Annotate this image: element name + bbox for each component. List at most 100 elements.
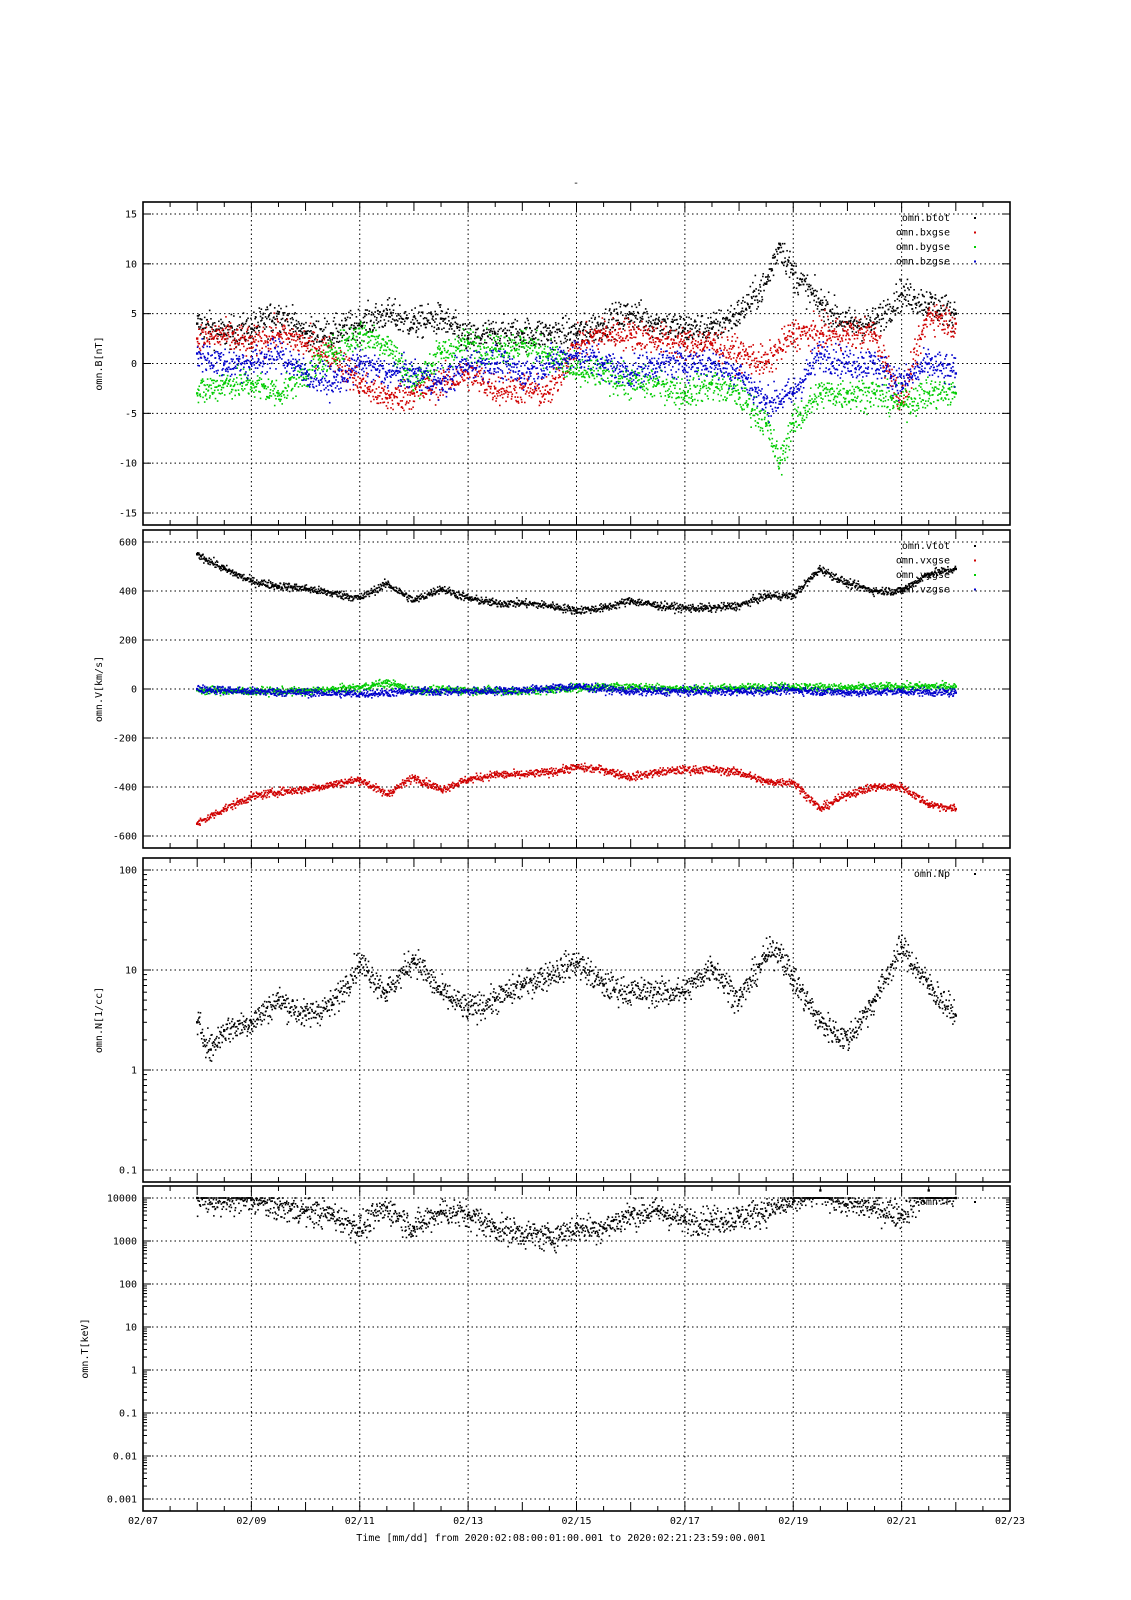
data-point [733, 308, 736, 310]
data-point [258, 332, 261, 334]
data-point [600, 322, 602, 325]
data-point [249, 336, 252, 338]
data-point [298, 376, 301, 379]
data-point [865, 318, 868, 320]
data-point [514, 336, 516, 339]
data-point [685, 359, 687, 361]
data-point [418, 397, 421, 400]
data-point [434, 404, 437, 406]
data-point [684, 349, 687, 351]
data-point [750, 296, 753, 298]
data-point [350, 343, 352, 346]
data-point [608, 318, 610, 321]
data-point [689, 334, 692, 336]
data-point [429, 322, 431, 325]
data-point [424, 361, 427, 364]
data-point [761, 366, 763, 369]
data-point [941, 317, 943, 319]
data-point [832, 320, 834, 322]
data-point [341, 340, 343, 342]
data-point [656, 337, 658, 339]
data-point [875, 317, 877, 319]
data-point [299, 324, 302, 327]
data-point [704, 337, 707, 339]
data-point [748, 346, 750, 348]
data-point [542, 367, 545, 370]
data-point [363, 389, 365, 392]
data-point [286, 314, 289, 316]
data-point [369, 339, 372, 342]
data-point [506, 386, 508, 389]
data-point [920, 303, 923, 306]
data-point [646, 388, 649, 391]
data-point [651, 330, 654, 333]
data-point [244, 322, 247, 325]
data-point [476, 337, 478, 339]
data-point [752, 295, 755, 298]
y-axis-label: omn.B[nT] [94, 336, 105, 390]
data-point [240, 342, 243, 345]
data-point [526, 334, 529, 336]
data-point [314, 364, 317, 367]
data-point [614, 387, 617, 390]
data-point [439, 306, 441, 308]
data-point [351, 377, 354, 379]
data-point [756, 299, 759, 301]
data-point [764, 353, 766, 356]
data-point [250, 382, 253, 385]
data-point [382, 310, 385, 313]
data-point [825, 299, 827, 302]
data-point [636, 326, 638, 328]
data-point [847, 322, 850, 325]
data-point [775, 248, 777, 251]
data-point [428, 312, 430, 314]
data-point [682, 326, 685, 329]
data-point [303, 330, 306, 332]
data-point [797, 327, 800, 330]
data-point [829, 322, 832, 324]
data-point [840, 337, 843, 339]
data-point [732, 344, 735, 347]
data-point [386, 309, 389, 311]
data-point [662, 382, 665, 385]
data-point [309, 335, 311, 337]
data-point [635, 306, 638, 309]
data-point [466, 377, 469, 379]
data-point [311, 336, 313, 338]
data-point [632, 322, 634, 324]
data-point [787, 345, 790, 347]
data-point [255, 383, 258, 386]
data-point [737, 355, 740, 357]
data-point [274, 336, 276, 339]
data-point [627, 393, 629, 395]
data-point [605, 380, 607, 383]
data-point [727, 351, 730, 354]
data-point [778, 242, 781, 246]
data-point [682, 317, 685, 320]
data-point [607, 335, 609, 338]
data-point [472, 367, 474, 369]
data-point [702, 385, 705, 388]
data-point [381, 398, 384, 400]
data-point [496, 395, 499, 397]
data-point [669, 392, 671, 395]
data-point [295, 378, 298, 380]
data-point [787, 324, 790, 327]
data-point [482, 377, 484, 380]
data-point [827, 315, 829, 318]
data-point [276, 310, 279, 313]
data-point [236, 325, 239, 327]
data-point [807, 337, 810, 340]
data-point [434, 310, 436, 313]
data-point [233, 330, 235, 333]
data-point [943, 332, 946, 334]
data-point [504, 332, 506, 335]
data-point [520, 341, 522, 344]
data-point [293, 313, 296, 315]
data-point [433, 330, 435, 333]
data-point [602, 322, 605, 325]
data-point [686, 346, 688, 349]
data-point [599, 383, 602, 385]
data-point [612, 324, 615, 326]
data-point [389, 349, 391, 351]
